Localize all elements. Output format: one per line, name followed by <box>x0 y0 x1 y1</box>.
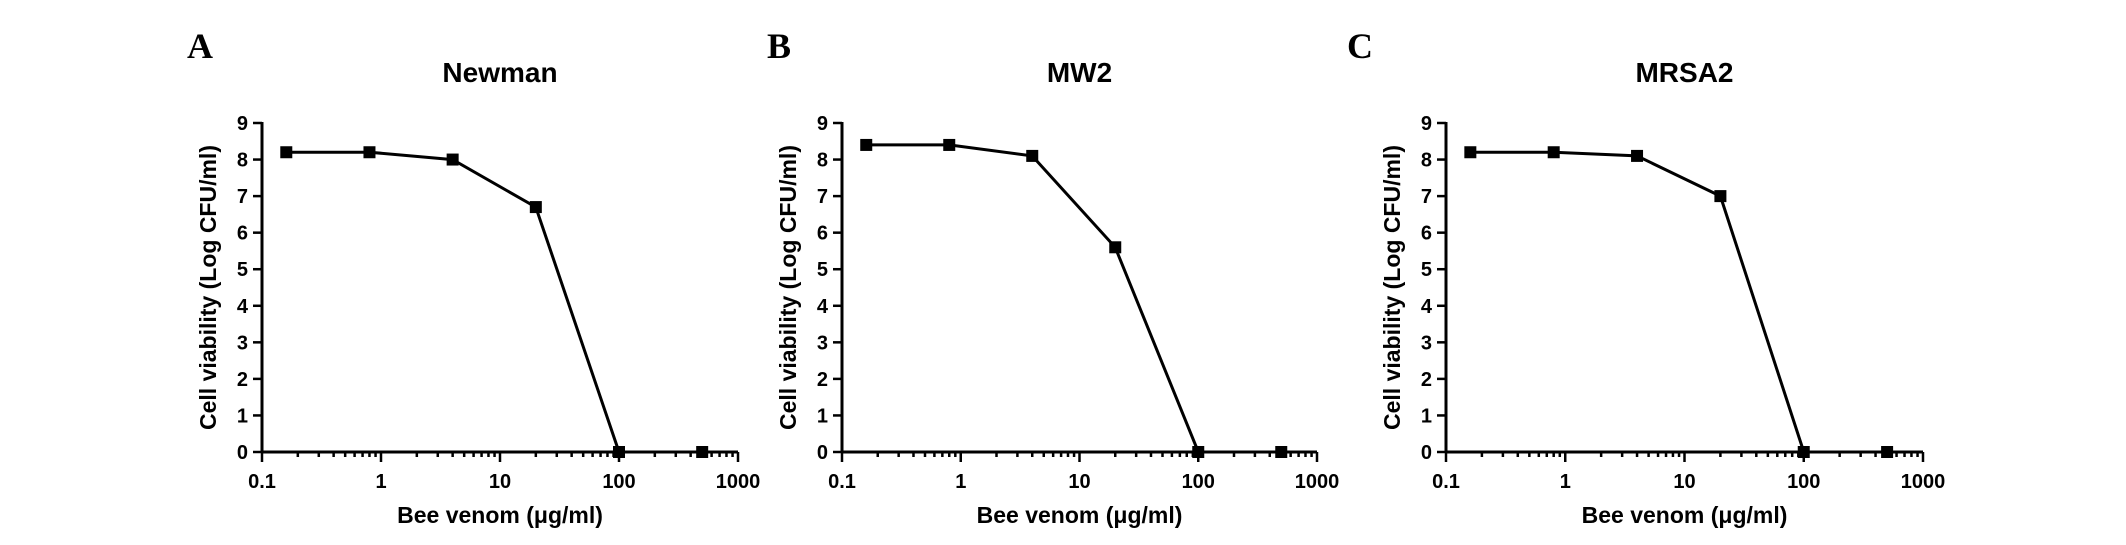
x-tick-label: 100 <box>1787 471 1820 493</box>
x-tick-label: 1 <box>375 471 386 493</box>
series-line <box>866 143 1282 454</box>
y-tick-label: 5 <box>817 259 828 281</box>
x-tick-label: 0.1 <box>828 471 856 493</box>
x-tick-label: 100 <box>602 471 635 493</box>
data-point-marker <box>1464 146 1477 159</box>
y-axis-label: Cell viability (Log CFU/ml) <box>1379 145 1405 430</box>
y-tick-label: 7 <box>817 186 828 208</box>
chart-panel-b: B MW2 0 1 2 3 4 5 6 7 8 9 0.1 1 10 100 1000 Bee venom (μg… <box>767 26 1339 528</box>
x-tick-label: 100 <box>1182 471 1215 493</box>
y-tick-label: 2 <box>1421 369 1432 391</box>
panel-label: B <box>767 26 791 66</box>
data-point-marker <box>860 138 873 151</box>
x-tick-label: 10 <box>489 471 511 493</box>
y-tick-label: 3 <box>817 332 828 354</box>
data-point-marker <box>363 146 376 159</box>
data-point-marker <box>943 138 956 151</box>
data-point-marker <box>1109 241 1122 254</box>
x-tick-label: 1000 <box>1901 471 1946 493</box>
y-tick-label: 3 <box>1421 332 1432 354</box>
chart-title: Newman <box>442 57 557 88</box>
chart-title: MRSA2 <box>1635 57 1733 88</box>
y-tick-label: 7 <box>1421 186 1432 208</box>
panel-label: A <box>187 26 213 66</box>
x-tick-label: 1 <box>955 471 966 493</box>
data-point-marker <box>1026 149 1039 162</box>
y-tick-label: 0 <box>237 442 248 464</box>
data-point-marker <box>1714 190 1727 203</box>
data-point-marker <box>1192 446 1205 458</box>
data-point-marker <box>529 201 542 214</box>
panel-label: C <box>1347 26 1373 66</box>
y-tick-label: 4 <box>817 296 829 318</box>
x-tick-label: 0.1 <box>248 471 276 493</box>
data-point-marker <box>1547 146 1560 159</box>
chart-panel-a: A Newman 0 1 2 3 4 5 6 7 8 9 0.1 1 10 100 1000 Bee venom … <box>187 26 760 528</box>
y-tick-label: 8 <box>1421 150 1432 172</box>
data-point-marker <box>1797 446 1810 458</box>
y-tick-label: 8 <box>817 150 828 172</box>
x-tick-label: 1000 <box>716 471 761 493</box>
y-tick-label: 4 <box>1421 296 1433 318</box>
chart-title: MW2 <box>1047 57 1112 88</box>
y-tick-label: 1 <box>1421 405 1432 427</box>
chart-panel-c: C MRSA2 0 1 2 3 4 5 6 7 8 9 0.1 1 10 100 1000 Bee venom (… <box>1347 26 1945 528</box>
y-tick-label: 9 <box>817 113 828 135</box>
data-point-marker <box>446 153 459 166</box>
x-axis-label: Bee venom (μg/ml) <box>977 502 1183 528</box>
y-tick-label: 9 <box>237 113 248 135</box>
y-tick-label: 7 <box>237 186 248 208</box>
data-point-marker <box>1881 446 1894 458</box>
y-tick-label: 0 <box>1421 442 1432 464</box>
y-tick-label: 4 <box>237 296 249 318</box>
x-tick-label: 10 <box>1673 471 1695 493</box>
series-line <box>286 150 703 454</box>
series-line <box>1470 150 1888 454</box>
data-point-marker <box>696 446 709 458</box>
data-point-marker <box>280 146 293 159</box>
y-axis-label: Cell viability (Log CFU/ml) <box>775 145 801 430</box>
x-tick-label: 0.1 <box>1432 471 1460 493</box>
y-tick-label: 0 <box>817 442 828 464</box>
y-tick-label: 1 <box>817 405 828 427</box>
y-axis-label: Cell viability (Log CFU/ml) <box>195 145 221 430</box>
y-tick-label: 5 <box>237 259 248 281</box>
y-tick-label: 6 <box>817 223 828 245</box>
y-tick-label: 6 <box>1421 223 1432 245</box>
data-point-marker <box>613 446 625 458</box>
x-axis-label: Bee venom (μg/ml) <box>1582 502 1788 528</box>
y-tick-label: 3 <box>237 332 248 354</box>
y-tick-label: 9 <box>1421 113 1432 135</box>
y-tick-label: 5 <box>1421 259 1432 281</box>
x-tick-label: 1 <box>1560 471 1571 493</box>
x-tick-label: 10 <box>1068 471 1090 493</box>
y-tick-label: 6 <box>237 223 248 245</box>
x-axis-label: Bee venom (μg/ml) <box>397 502 603 528</box>
y-tick-label: 2 <box>817 369 828 391</box>
data-point-marker <box>1275 446 1288 458</box>
data-point-marker <box>1631 149 1644 162</box>
x-tick-label: 1000 <box>1295 471 1340 493</box>
y-tick-label: 2 <box>237 369 248 391</box>
y-tick-label: 8 <box>237 150 248 172</box>
y-tick-label: 1 <box>237 405 248 427</box>
